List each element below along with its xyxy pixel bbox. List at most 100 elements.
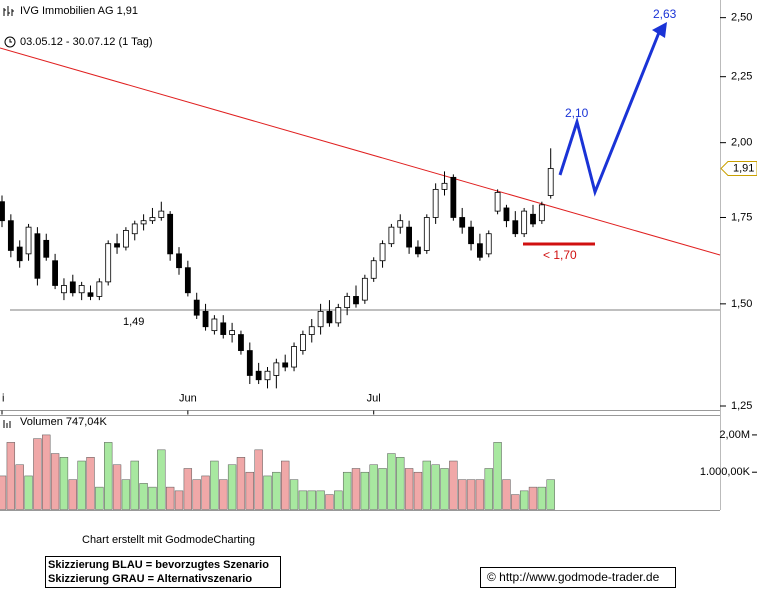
volume-bar <box>0 475 7 510</box>
candle-body <box>406 226 413 248</box>
volume-bar <box>307 490 316 510</box>
arrow-head <box>652 22 667 38</box>
candle-body <box>485 233 492 255</box>
volume-bar <box>210 460 219 510</box>
volume-bar <box>342 471 352 510</box>
candle-body <box>282 362 289 368</box>
last-price-marker <box>720 160 757 176</box>
candle-body <box>255 370 262 381</box>
volume-bar <box>369 464 378 510</box>
volume-bar <box>289 479 299 510</box>
candle-body <box>432 188 439 218</box>
candle-body <box>184 267 191 294</box>
volume-bar <box>24 475 33 510</box>
y-tick-label: 2,00M <box>719 429 750 441</box>
volume-bar <box>139 483 148 510</box>
volume-bar <box>528 486 538 510</box>
y-tick-label: 2,25 <box>731 71 752 83</box>
candle-body <box>131 223 138 235</box>
volume-bar <box>511 494 520 510</box>
candle-body <box>123 230 129 248</box>
volume-bar <box>449 460 458 510</box>
support-label: 1,49 <box>123 316 144 328</box>
volume-bar <box>130 460 139 510</box>
x-tick-label: Jul <box>367 392 381 404</box>
candle-body <box>96 281 103 297</box>
volume-title: Volumen 747,04K <box>20 416 108 428</box>
volume-bar <box>219 479 228 510</box>
y-tick-label: 1,25 <box>731 400 752 412</box>
candle-body <box>69 281 76 294</box>
candle-body <box>547 168 554 196</box>
volume-bar <box>546 479 555 510</box>
volume-bar <box>121 479 131 510</box>
candle-body <box>220 322 227 335</box>
volume-bar <box>519 490 529 510</box>
volume-bar <box>77 460 86 510</box>
volume-bar <box>254 449 263 510</box>
candle-body <box>344 296 351 308</box>
legend-box <box>45 556 281 588</box>
volume-bar <box>466 479 476 510</box>
candle-body <box>7 220 14 251</box>
volume-bar <box>174 490 184 510</box>
y-tick-label: 1.000,00K <box>700 466 751 478</box>
volume-bar <box>227 464 237 510</box>
volume-bar <box>387 453 396 510</box>
volume-bar <box>431 464 440 510</box>
candle-body <box>317 310 324 328</box>
volume-bar <box>42 434 51 510</box>
stop-label: < 1,70 <box>543 248 577 262</box>
volume-bar <box>33 438 42 510</box>
volume-bar <box>236 457 246 510</box>
volume-bar <box>245 471 254 510</box>
scenario-arrow <box>558 29 662 197</box>
copyright-box <box>480 567 676 588</box>
legend-line: Skizzierung GRAU = Alternativszenario <box>48 573 252 585</box>
candle-body <box>308 326 315 335</box>
header-icon <box>3 6 16 48</box>
candle-body <box>326 310 333 324</box>
volume-bar <box>413 471 423 510</box>
candle-body <box>158 210 165 218</box>
candle-body <box>78 285 85 294</box>
volume-bar <box>281 460 290 510</box>
candle-body <box>167 213 174 255</box>
candle-body <box>16 246 23 262</box>
last-price-label: 1,91 <box>733 162 754 174</box>
candle-body <box>34 233 41 279</box>
candle-body <box>353 296 359 305</box>
volume-bar <box>440 468 449 510</box>
candle-body <box>211 318 218 332</box>
candle-body <box>397 220 404 228</box>
candle-body <box>468 226 474 245</box>
x-tick-label: i <box>2 392 4 404</box>
volume-bar <box>6 442 16 510</box>
volume-bar <box>112 464 122 510</box>
candle-body <box>476 243 483 258</box>
volume-bar <box>493 442 502 510</box>
candle-body <box>291 346 297 368</box>
candle-body <box>370 260 377 279</box>
legend-line: Skizzierung BLAU = bevorzugtes Szenario <box>48 559 269 571</box>
volume-icon <box>3 420 11 428</box>
candle-body <box>335 307 342 324</box>
volume-bar <box>192 479 201 510</box>
volume-bar <box>396 457 405 510</box>
volume-bar <box>298 490 308 510</box>
y-tick-label: 1,50 <box>731 298 752 310</box>
candle-body <box>202 310 209 328</box>
candle-body <box>273 362 280 376</box>
credit: Chart erstellt mit GodmodeCharting <box>82 534 255 546</box>
candle-body <box>114 243 120 248</box>
volume-bar <box>537 486 547 510</box>
chart-subtitle: 03.05.12 - 30.07.12 (1 Tag) <box>20 36 153 48</box>
candle-body <box>246 350 253 376</box>
candle-body <box>149 217 156 222</box>
candle-body <box>193 299 200 316</box>
target-label: 2,10 <box>565 106 589 120</box>
y-tick-label: 2,00 <box>731 137 752 149</box>
volume-bar <box>183 468 193 510</box>
target-label: 2,63 <box>653 7 677 21</box>
